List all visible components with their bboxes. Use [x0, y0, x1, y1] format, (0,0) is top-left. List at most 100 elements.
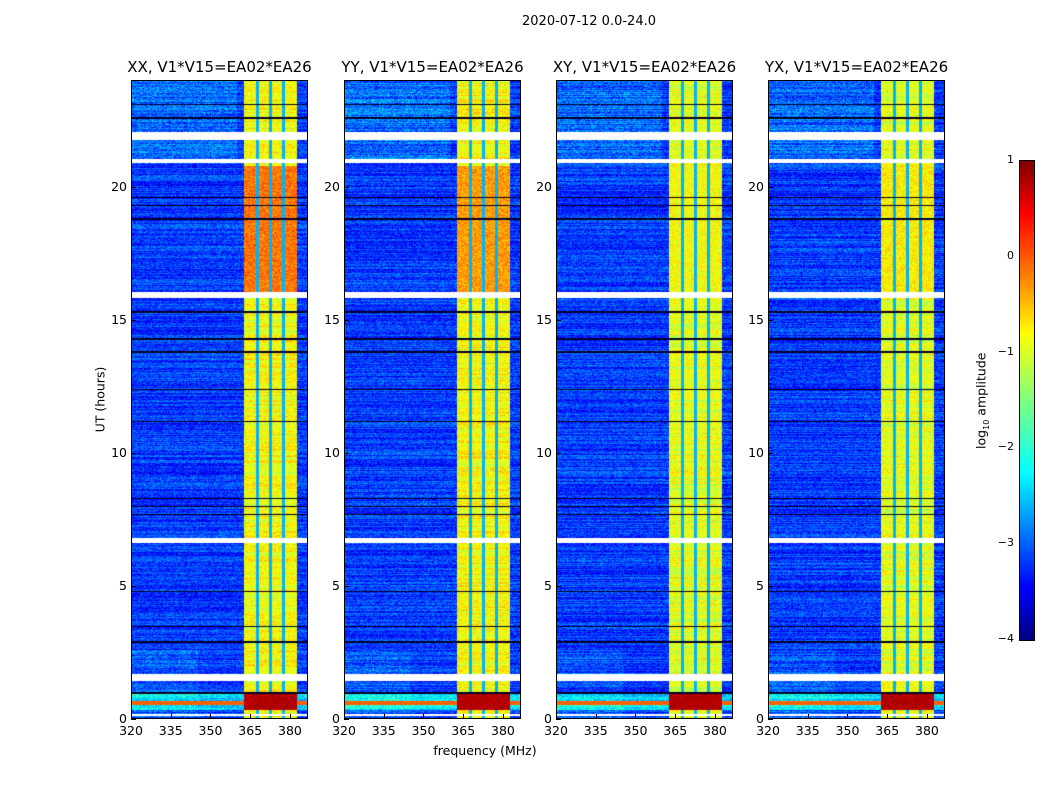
x-tick [170, 714, 172, 719]
spectrogram-panel: YX, V1*V15=EA02*EA26 320 335 350 365 380 0 5 10 1… [748, 58, 948, 738]
x-tick-label: 335 [795, 723, 820, 738]
spectrogram-panel: YY, V1*V15=EA02*EA26 320 335 350 365 380 0 5 10 1… [324, 58, 524, 738]
y-tick [768, 319, 773, 321]
x-tick-label: 335 [158, 723, 183, 738]
x-tick-label: 380 [703, 723, 727, 738]
y-tick [344, 319, 349, 321]
x-tick [289, 714, 291, 719]
y-tick-label: 10 [748, 444, 764, 460]
x-tick-label: 350 [198, 723, 223, 738]
x-tick-label: 380 [491, 723, 515, 738]
x-tick-label: 350 [835, 723, 860, 738]
panel-title: YX, V1*V15=EA02*EA26 [764, 58, 949, 76]
y-tick [131, 452, 136, 454]
x-tick-label: 335 [583, 723, 608, 738]
y-tick-label: 5 [544, 577, 552, 593]
plot-frame [131, 80, 308, 719]
y-tick-label: 15 [748, 311, 764, 327]
figure-title: 2020-07-12 0.0-24.0 [522, 14, 656, 29]
x-tick [595, 714, 597, 719]
colorbar-tick-label: 1 [1007, 153, 1014, 166]
spectrogram-panel: XX, V1*V15=EA02*EA26 320 335 350 365 380 0 5 10 1… [111, 58, 312, 738]
x-tick-label: 365 [875, 723, 900, 738]
x-tick [383, 714, 385, 719]
y-tick-label: 20 [111, 178, 127, 194]
x-tick [847, 714, 849, 719]
plot-frame [344, 80, 521, 719]
y-tick [556, 319, 561, 321]
x-tick [210, 714, 212, 719]
colorbar [1019, 160, 1035, 641]
y-tick [556, 186, 561, 188]
y-tick [768, 186, 773, 188]
colorbar-tick-label: 0 [1007, 248, 1014, 262]
y-tick-label: 20 [536, 178, 552, 194]
y-tick [131, 585, 136, 587]
y-tick-label: 5 [332, 577, 340, 593]
x-tick [344, 714, 345, 719]
x-tick [250, 714, 252, 719]
heatmap-image [344, 80, 521, 719]
y-tick [131, 319, 136, 321]
y-tick-label: 0 [756, 711, 764, 726]
x-tick [675, 714, 677, 719]
y-tick [768, 585, 773, 587]
y-tick-label: 5 [756, 577, 764, 593]
y-tick-label: 20 [748, 178, 764, 194]
x-tick-label: 350 [623, 723, 648, 738]
x-tick [768, 714, 769, 719]
colorbar-tick-label: −2 [997, 440, 1014, 454]
x-tick [463, 714, 465, 719]
plot-frame [768, 80, 945, 719]
x-tick [423, 714, 425, 719]
y-tick [556, 719, 561, 720]
y-tick-label: 0 [544, 711, 552, 726]
x-tick [807, 714, 809, 719]
x-tick-label: 365 [451, 723, 476, 738]
x-tick-label: 365 [663, 723, 688, 738]
panel-title: XX, V1*V15=EA02*EA26 [127, 58, 312, 76]
spectrogram-panel: XY, V1*V15=EA02*EA26 320 335 350 365 380 0 5 10 1… [536, 58, 736, 738]
heatmap-image [556, 80, 733, 719]
y-tick [768, 719, 773, 720]
y-tick-label: 10 [536, 444, 552, 460]
panel-title: XY, V1*V15=EA02*EA26 [552, 58, 737, 76]
y-tick [344, 186, 349, 188]
y-tick [768, 452, 773, 454]
x-tick [714, 714, 716, 719]
heatmap-image [131, 80, 308, 719]
y-tick [344, 452, 349, 454]
heatmap-image [768, 80, 945, 719]
y-tick-label: 10 [324, 444, 340, 460]
x-tick-label: 365 [238, 723, 263, 738]
colorbar-tick-label: −3 [997, 536, 1014, 550]
x-tick-label: 320 [756, 723, 780, 738]
y-tick [344, 719, 349, 720]
y-tick-label: 10 [111, 444, 127, 460]
x-tick-label: 380 [278, 723, 302, 738]
y-tick-label: 5 [119, 577, 127, 593]
x-tick-label: 320 [544, 723, 568, 738]
x-tick-label: 320 [332, 723, 356, 738]
x-tick [926, 714, 928, 719]
x-tick-label: 335 [371, 723, 396, 738]
x-tick-label: 350 [411, 723, 436, 738]
y-axis-label: UT (hours) [92, 366, 108, 433]
plot-frame [556, 80, 733, 719]
y-tick-label: 20 [324, 178, 340, 194]
x-tick-label: 320 [119, 723, 143, 738]
x-tick [556, 714, 557, 719]
x-tick [502, 714, 504, 719]
y-tick [556, 585, 561, 587]
y-tick-label: 0 [119, 711, 127, 726]
y-tick [344, 585, 349, 587]
colorbar-tick-label: −4 [997, 632, 1014, 645]
colorbar-label: log10 amplitude [973, 352, 991, 449]
y-tick [131, 186, 136, 188]
y-tick [131, 719, 136, 720]
y-tick-label: 15 [324, 311, 340, 327]
x-tick [131, 714, 132, 719]
y-tick [556, 452, 561, 454]
y-tick-label: 15 [111, 311, 127, 327]
